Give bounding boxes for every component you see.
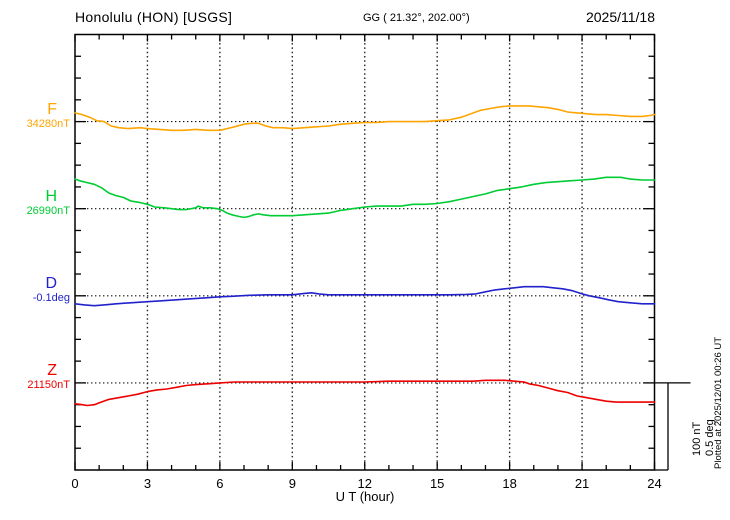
component-baseline-Z: 21150nT (27, 379, 70, 391)
component-label-H: H 26990nT (8, 188, 70, 218)
x-tick-label-21: 21 (575, 476, 589, 491)
x-tick-label-18: 18 (502, 476, 516, 491)
plot-date: 2025/11/18 (585, 9, 655, 25)
component-letter-H: H (45, 188, 57, 205)
component-label-Z: Z 21150nT (8, 362, 70, 392)
series-line-Z (74, 379, 656, 407)
series-line-D (74, 285, 656, 307)
series-line-H (74, 176, 656, 219)
x-tick-label-6: 6 (216, 476, 223, 491)
x-tick-label-0: 0 (71, 476, 78, 491)
component-letter-Z: Z (47, 362, 57, 379)
x-tick-label-3: 3 (144, 476, 151, 491)
component-baseline-H: 26990nT (26, 205, 70, 217)
x-tick-label-15: 15 (430, 476, 444, 491)
x-axis-label: U T (hour) (335, 489, 395, 504)
component-letter-D: D (45, 275, 57, 292)
component-letter-F: F (47, 101, 57, 118)
geographic-coords: GG ( 21.32°, 202.00°) (363, 12, 470, 24)
scale-bar-nT: 100 nT (691, 421, 703, 456)
x-tick-label-24: 24 (647, 476, 661, 491)
component-baseline-F: 34280nT (26, 118, 70, 130)
plotted-at-timestamp: Plotted at 2025/12/01 00:26 UT (713, 336, 724, 469)
x-tick-label-9: 9 (289, 476, 296, 491)
station-title: Honolulu (HON) [USGS] (75, 9, 233, 25)
component-label-F: F 34280nT (8, 101, 70, 131)
x-tick-label-12: 12 (358, 476, 372, 491)
component-baseline-D: -0.1deg (32, 292, 70, 304)
series-line-F (74, 105, 656, 132)
component-label-D: D -0.1deg (8, 275, 70, 305)
